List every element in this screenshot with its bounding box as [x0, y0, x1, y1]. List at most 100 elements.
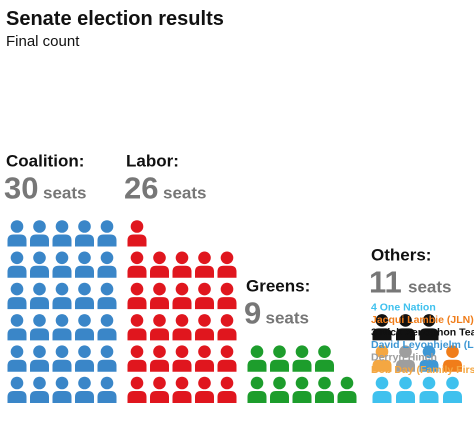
seat-icon	[7, 345, 27, 372]
seat-icon	[52, 282, 72, 310]
seat-count: 30	[4, 171, 38, 206]
seat-count: 9	[244, 296, 261, 331]
seat-icon	[443, 345, 462, 372]
seat-icon	[372, 314, 392, 341]
seat-icon	[127, 314, 147, 341]
seat-icon	[443, 376, 462, 403]
legend-3-nick-xenophon-team: 3 Nick Xenophon Team	[371, 326, 474, 338]
seats-label: seats	[163, 184, 206, 203]
seat-icon	[30, 376, 49, 403]
seat-icon	[30, 314, 49, 341]
seat-icon	[419, 376, 439, 403]
party-label: Greens:	[246, 277, 310, 296]
seat-icon	[7, 220, 27, 247]
seats-label: seats	[43, 184, 86, 203]
seat-icon	[30, 282, 49, 310]
seat-icon	[52, 376, 72, 403]
seat-icon	[52, 220, 72, 247]
legend-derryn-hinch: Derryn Hinch	[371, 351, 437, 363]
seat-icon	[7, 251, 27, 278]
group-labor: Labor:26 seats	[124, 152, 237, 403]
seat-icon	[97, 314, 117, 341]
seat-icon	[52, 345, 72, 372]
seat-icon	[172, 282, 192, 310]
seat-count: 11	[369, 264, 402, 299]
seat-icon	[396, 376, 415, 403]
icons-others	[372, 314, 462, 403]
seat-icon	[150, 251, 169, 278]
seat-icon	[127, 282, 147, 310]
seat-icon	[52, 251, 72, 278]
seat-icon	[315, 376, 334, 403]
seat-icon	[195, 282, 214, 310]
party-label: Labor:	[126, 152, 179, 171]
seat-icon	[372, 376, 392, 403]
seat-icon	[217, 251, 237, 278]
seat-icon	[97, 376, 117, 403]
seat-icon	[52, 314, 72, 341]
legend-4-one-nation: 4 One Nation	[371, 301, 436, 313]
seat-icon	[127, 220, 147, 247]
seat-icon	[30, 251, 49, 278]
seat-icon	[75, 220, 94, 247]
seat-icon	[75, 314, 94, 341]
seat-icon	[75, 345, 94, 372]
seat-icon	[217, 314, 237, 341]
chart-subtitle: Final count	[6, 33, 80, 50]
seat-icon	[195, 251, 214, 278]
icons-labor	[127, 220, 237, 403]
seat-count: 26	[124, 171, 158, 206]
seat-icon	[150, 314, 169, 341]
seat-icon	[30, 345, 49, 372]
seat-icon	[75, 251, 94, 278]
seat-icon	[372, 345, 392, 372]
group-greens: Greens:9 seats	[244, 277, 357, 403]
seat-icon	[97, 345, 117, 372]
legend-bob-day-family-first: Bob Day (Family First)	[371, 364, 474, 376]
seat-icon	[247, 376, 267, 403]
seat-icon	[150, 345, 169, 372]
seat-icon	[419, 345, 439, 372]
seat-icon	[292, 376, 312, 403]
seat-icon	[315, 345, 334, 372]
seat-icon	[396, 345, 415, 372]
seat-icon	[75, 376, 94, 403]
seat-icon	[270, 345, 289, 372]
legend-david-leyonhjelm-ldp: David Leyonhjelm (LDP)	[371, 339, 474, 351]
icons-greens	[247, 345, 357, 403]
seat-icon	[195, 376, 214, 403]
seat-icon	[292, 345, 312, 372]
seats-label: seats	[266, 309, 309, 328]
seat-icon	[7, 314, 27, 341]
chart-title: Senate election results	[6, 8, 224, 30]
seat-icon	[7, 376, 27, 403]
group-coalition: Coalition:30 seats	[4, 152, 117, 403]
party-label: Others:	[371, 245, 431, 264]
party-label: Coalition:	[6, 152, 84, 171]
seat-icon	[97, 251, 117, 278]
seat-icon	[217, 345, 237, 372]
seat-icon	[127, 345, 147, 372]
seat-icon	[97, 282, 117, 310]
seat-icon	[150, 282, 169, 310]
seat-icon	[127, 251, 147, 278]
icons-coalition	[7, 220, 117, 403]
seat-icon	[7, 282, 27, 310]
seat-icon	[75, 282, 94, 310]
seat-icon	[217, 282, 237, 310]
seats-label: seats	[408, 277, 451, 296]
seat-icon	[195, 314, 214, 341]
party-groups: Coalition:30 seats Labor:26 seats Greens:9 se…	[4, 152, 474, 403]
seat-icon	[247, 345, 267, 372]
seat-icon	[172, 251, 192, 278]
seat-icon	[30, 220, 49, 247]
seat-icon	[150, 376, 169, 403]
seat-icon	[172, 314, 192, 341]
seat-icon	[97, 220, 117, 247]
seat-icon	[396, 314, 415, 341]
seat-icon	[270, 376, 289, 403]
seat-icon	[172, 376, 192, 403]
